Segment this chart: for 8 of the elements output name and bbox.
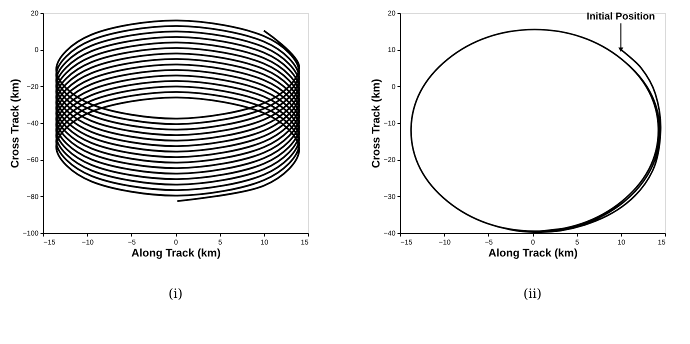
annotation: Initial Position bbox=[586, 11, 656, 22]
y-axis-title: Cross Track (km) bbox=[370, 78, 383, 168]
line-series bbox=[55, 20, 300, 202]
y-axis-title: Cross Track (km) bbox=[10, 78, 22, 168]
x-axis-title: Along Track (km) bbox=[131, 248, 221, 260]
x-axis-title: Along Track (km) bbox=[488, 248, 578, 260]
text: (ii) bbox=[523, 287, 542, 302]
text: (i) bbox=[168, 287, 183, 302]
